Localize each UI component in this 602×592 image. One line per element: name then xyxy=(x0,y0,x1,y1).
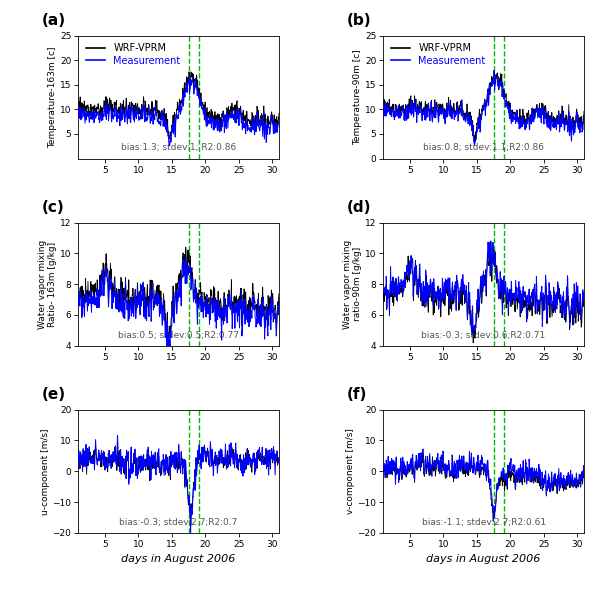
Text: (c): (c) xyxy=(42,200,65,215)
Y-axis label: u-component [m/s]: u-component [m/s] xyxy=(40,428,49,514)
X-axis label: days in August 2006: days in August 2006 xyxy=(426,554,541,564)
Y-axis label: Temperature-90m [c]: Temperature-90m [c] xyxy=(353,49,362,145)
Text: bias:0.8; stdev:1.1;R2:0.86: bias:0.8; stdev:1.1;R2:0.86 xyxy=(423,143,544,153)
Y-axis label: Water vapor mixing
ratio-90m [g/kg]: Water vapor mixing ratio-90m [g/kg] xyxy=(343,240,362,329)
Text: bias:1.3; stdev:1; R2:0.86: bias:1.3; stdev:1; R2:0.86 xyxy=(121,143,236,153)
Text: (e): (e) xyxy=(42,387,66,403)
Text: bias:0.5; stdev:0.5;R2:0.77: bias:0.5; stdev:0.5;R2:0.77 xyxy=(118,330,239,340)
Y-axis label: Temperature-163m [c]: Temperature-163m [c] xyxy=(48,46,57,148)
X-axis label: days in August 2006: days in August 2006 xyxy=(122,554,236,564)
Y-axis label: v-component [m/s]: v-component [m/s] xyxy=(346,429,355,514)
Text: (a): (a) xyxy=(42,13,66,28)
Text: (d): (d) xyxy=(347,200,371,215)
Text: (f): (f) xyxy=(347,387,368,403)
Text: (b): (b) xyxy=(347,13,372,28)
Legend: WRF-VPRM, Measurement: WRF-VPRM, Measurement xyxy=(388,40,488,69)
Text: bias:-1.1; stdev:2.7;R2:0.61: bias:-1.1; stdev:2.7;R2:0.61 xyxy=(421,517,545,527)
Text: bias:-0.3; stdev:0.6;R2:0.71: bias:-0.3; stdev:0.6;R2:0.71 xyxy=(421,330,546,340)
Text: bias:-0.3; stdev:2.7;R2:0.7: bias:-0.3; stdev:2.7;R2:0.7 xyxy=(119,517,238,527)
Legend: WRF-VPRM, Measurement: WRF-VPRM, Measurement xyxy=(83,40,184,69)
Y-axis label: Water vapor mixing
Ratio- 163m [g/kg]: Water vapor mixing Ratio- 163m [g/kg] xyxy=(38,240,57,329)
